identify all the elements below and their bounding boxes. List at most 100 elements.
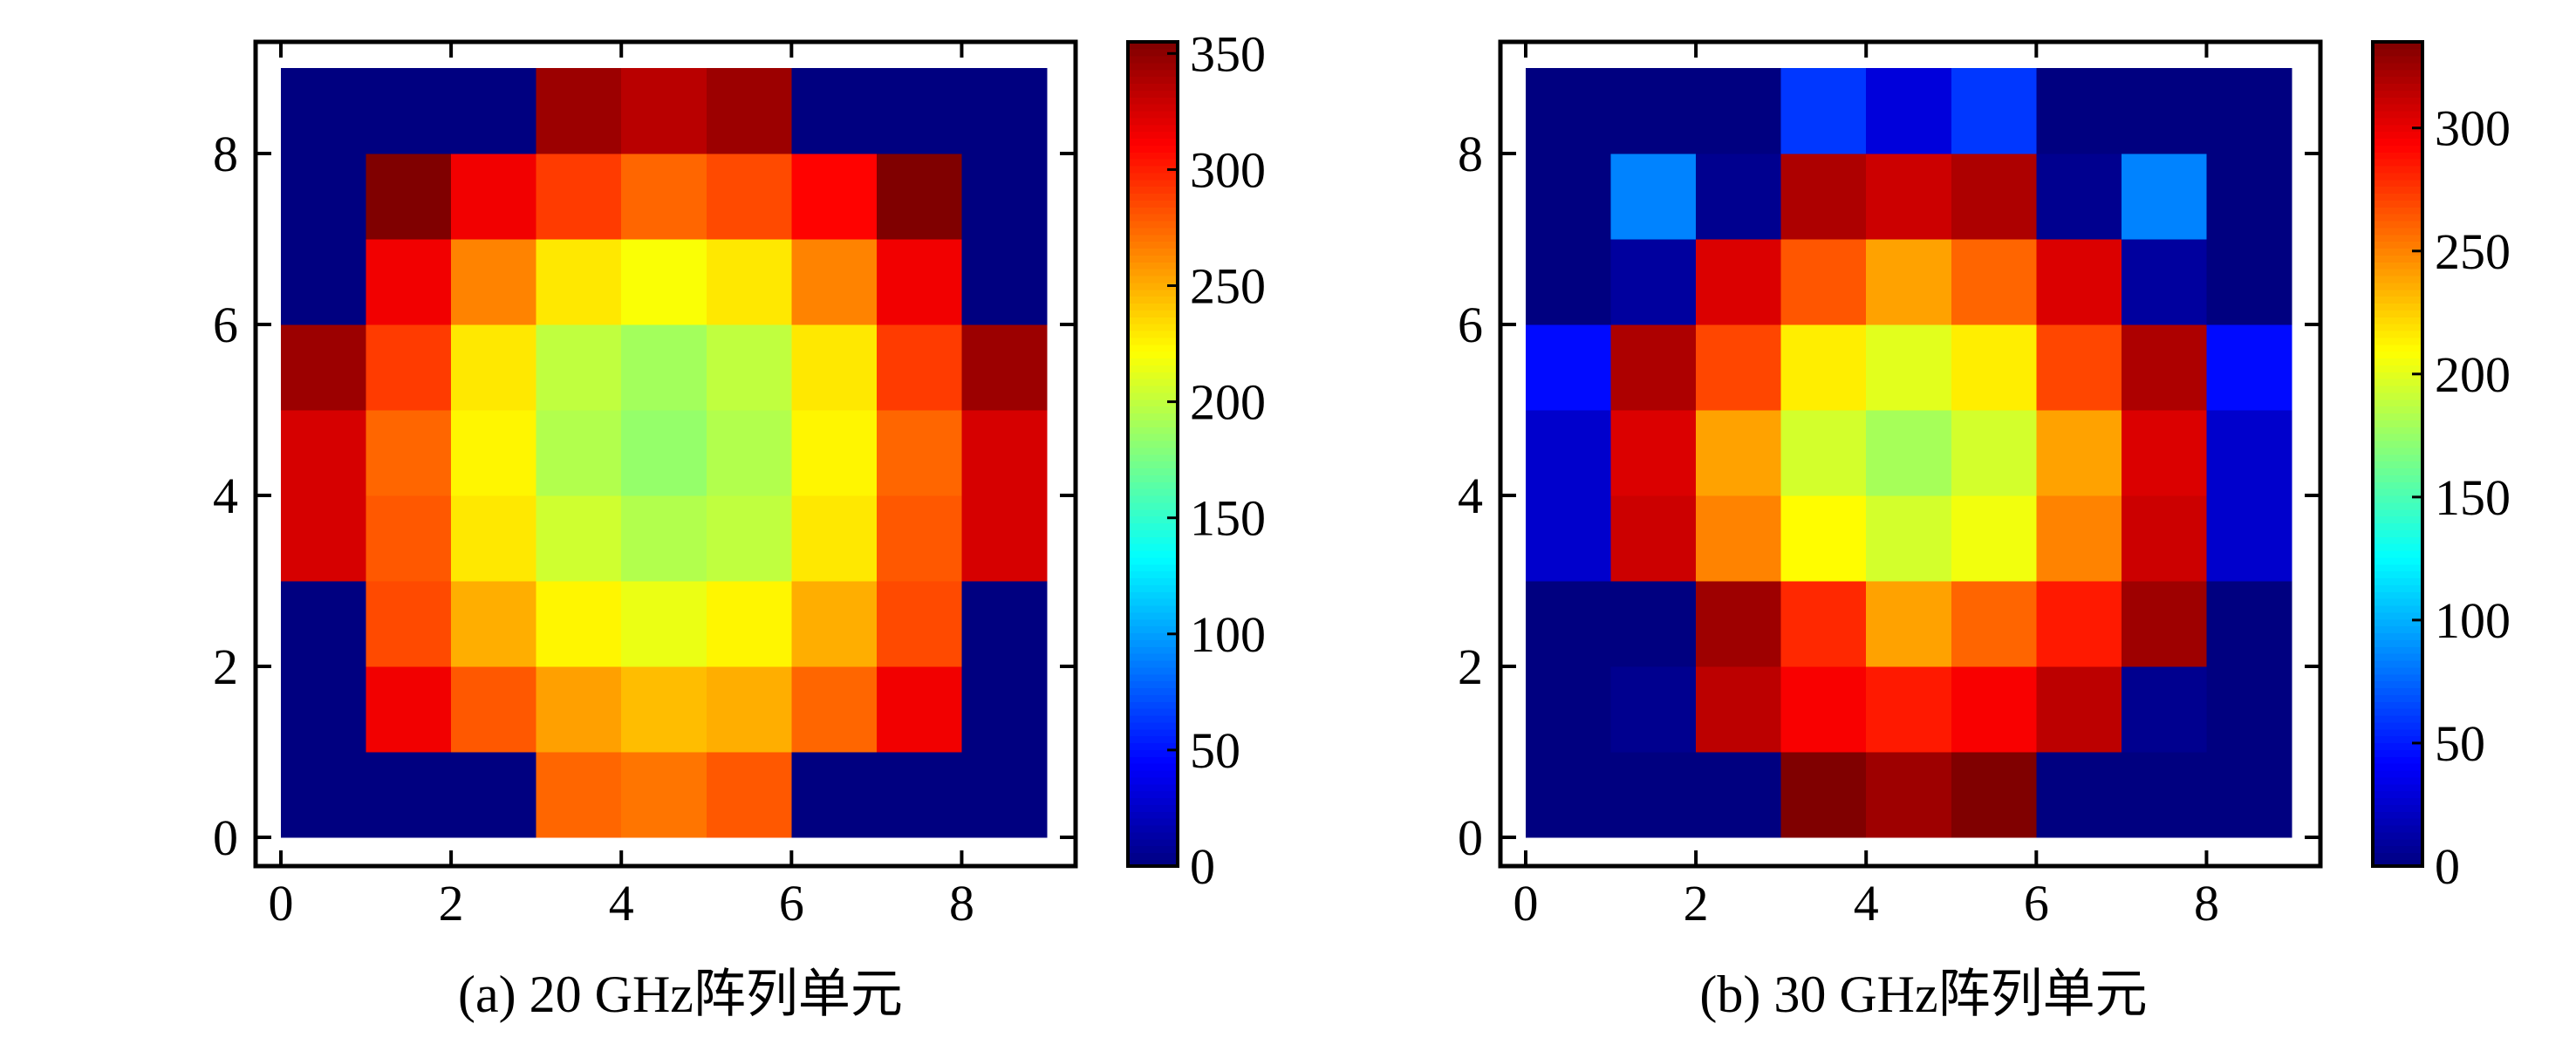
heatmap-panel-2: 0 2 4 6 8 0 2 4 6 8 0 50 100 150 200 250 300 (b) 30 GHz阵列… <box>1458 39 2511 1023</box>
heatmap-cell-r0-c1 <box>1610 752 1697 838</box>
colorbar-segment-59 <box>1128 454 1178 462</box>
colorbar-segment-43 <box>2373 563 2422 572</box>
colorbar-segment-44 <box>1128 556 1178 565</box>
colorbar-segment-8 <box>2373 804 2422 812</box>
heatmap-cell-r7-c7 <box>2121 154 2208 240</box>
colorbar-segment-80 <box>2373 310 2422 317</box>
heatmap-cell-r8-c2 <box>1696 68 1782 154</box>
heatmap-cell-r1-c4 <box>1866 666 1952 753</box>
heatmap-cell-r0-c2 <box>451 752 537 838</box>
heatmap-cell-r5-c4 <box>1866 324 1952 411</box>
y-tick-label-6: 6 <box>213 297 238 353</box>
heatmap-cell-r4-c4 <box>1866 410 1952 496</box>
heatmap-cell-r3-c5 <box>1951 495 2037 582</box>
heatmap-cell-r1-c5 <box>706 666 792 753</box>
colorbar-segment-28 <box>2373 666 2422 675</box>
colorbar-segment-39 <box>1128 591 1178 599</box>
heatmap-cell-r7-c2 <box>451 154 537 240</box>
colorbar-segment-80 <box>1128 310 1178 317</box>
colorbar-segment-41 <box>1128 577 1178 585</box>
colorbar-segment-95 <box>2373 207 2422 215</box>
heatmap-cell-r8-c7 <box>2121 68 2208 154</box>
colorbar-segment-28 <box>1128 666 1178 675</box>
colorbar-segment-74 <box>2373 351 2422 359</box>
colorbar-segment-93 <box>1128 220 1178 229</box>
colorbar-segment-75 <box>2373 344 2422 352</box>
heatmap-cell-r6-c8 <box>961 239 1048 325</box>
heatmap-cell-r4-c5 <box>706 410 792 496</box>
heatmap-cell-r5-c0 <box>281 324 367 411</box>
colorbar-segment-111 <box>1128 97 1178 105</box>
heatmap-cell-r0-c7 <box>876 752 963 838</box>
colorbar-segment-37 <box>2373 604 2422 613</box>
colorbar-segment-41 <box>2373 577 2422 585</box>
heatmap-cell-r4-c6 <box>2036 410 2122 496</box>
colorbar-segment-106 <box>1128 131 1178 140</box>
colorbar-segment-43 <box>1128 563 1178 572</box>
heatmap-cell-r7-c6 <box>791 154 878 240</box>
colorbar-segment-22 <box>2373 707 2422 716</box>
colorbar-segment-6 <box>2373 817 2422 826</box>
colorbar-tick-label-200: 200 <box>1190 374 1266 431</box>
heatmap-cell-r2-c6 <box>791 581 878 667</box>
x-tick-label-6: 6 <box>779 875 804 932</box>
colorbar-tick-label-300: 300 <box>1190 141 1266 198</box>
y-tick-label-2: 2 <box>1458 638 1483 695</box>
colorbar-segment-76 <box>2373 337 2422 345</box>
colorbar-segment-26 <box>2373 680 2422 689</box>
colorbar-segment-89 <box>1128 248 1178 256</box>
colorbar-segment-53 <box>1128 495 1178 503</box>
colorbar-segment-18 <box>2373 735 2422 744</box>
colorbar-segment-38 <box>2373 597 2422 606</box>
colorbar-segment-99 <box>2373 179 2422 188</box>
colorbar-segment-30 <box>2373 652 2422 661</box>
heatmap-cell-r7-c0 <box>1526 154 1612 240</box>
colorbar-segment-21 <box>2373 714 2422 723</box>
heatmap-cell-r7-c4 <box>621 154 707 240</box>
heatmap-cell-r7-c6 <box>2036 154 2122 240</box>
colorbar-segment-77 <box>1128 330 1178 338</box>
heatmap-cell-r8-c4 <box>621 68 707 154</box>
colorbar-tick-label-250: 250 <box>1190 258 1266 315</box>
colorbar-segment-103 <box>1128 152 1178 160</box>
colorbar-segment-44 <box>2373 556 2422 565</box>
heatmap-cell-r0-c0 <box>281 752 367 838</box>
heatmap-cell-r2-c1 <box>1610 581 1697 667</box>
heatmap-cell-r3-c2 <box>1696 495 1782 582</box>
heatmap-cell-r5-c2 <box>1696 324 1782 411</box>
colorbar-segment-112 <box>2373 90 2422 98</box>
colorbar-segment-49 <box>1128 522 1178 530</box>
y-tick-label-8: 8 <box>1458 126 1483 182</box>
heatmap-cell-r2-c8 <box>2206 581 2292 667</box>
colorbar-tick-label-100: 100 <box>2435 592 2511 649</box>
colorbar-segment-1 <box>1128 852 1178 860</box>
colorbar-segment-7 <box>2373 811 2422 819</box>
colorbar-segment-48 <box>1128 529 1178 537</box>
heatmap-cell-r4-c0 <box>1526 410 1612 496</box>
colorbar-segment-62 <box>2373 433 2422 441</box>
colorbar-segment-68 <box>2373 392 2422 400</box>
heatmap-cell-r3-c6 <box>791 495 878 582</box>
heatmap-cell-r2-c5 <box>1951 581 2037 667</box>
colorbar-segment-105 <box>1128 138 1178 146</box>
colorbar-segment-85 <box>1128 275 1178 283</box>
colorbar-segment-56 <box>1128 474 1178 482</box>
x-tick-label-4: 4 <box>609 875 634 932</box>
colorbar-segment-118 <box>2373 48 2422 57</box>
heatmap-cell-r0-c7 <box>2121 752 2208 838</box>
colorbar-segment-54 <box>1128 488 1178 496</box>
colorbar-segment-58 <box>1128 461 1178 469</box>
colorbar-segment-90 <box>1128 241 1178 249</box>
x-tick-label-0: 0 <box>1513 875 1539 932</box>
colorbar-segment-52 <box>2373 502 2422 510</box>
colorbar-segment-18 <box>1128 735 1178 744</box>
colorbar-segment-95 <box>1128 207 1178 215</box>
heatmap-cell-r6-c3 <box>536 239 622 325</box>
colorbar-segment-55 <box>2373 481 2422 489</box>
heatmap-cell-r7-c8 <box>2206 154 2292 240</box>
caption-panel-1: (a) 20 GHz阵列单元 <box>458 966 903 1023</box>
colorbar-tick-label-50: 50 <box>2435 715 2485 772</box>
heatmap-cell-r5-c3 <box>1780 324 1867 411</box>
heatmap-cell-r1-c2 <box>1696 666 1782 753</box>
colorbar-segment-19 <box>2373 728 2422 737</box>
